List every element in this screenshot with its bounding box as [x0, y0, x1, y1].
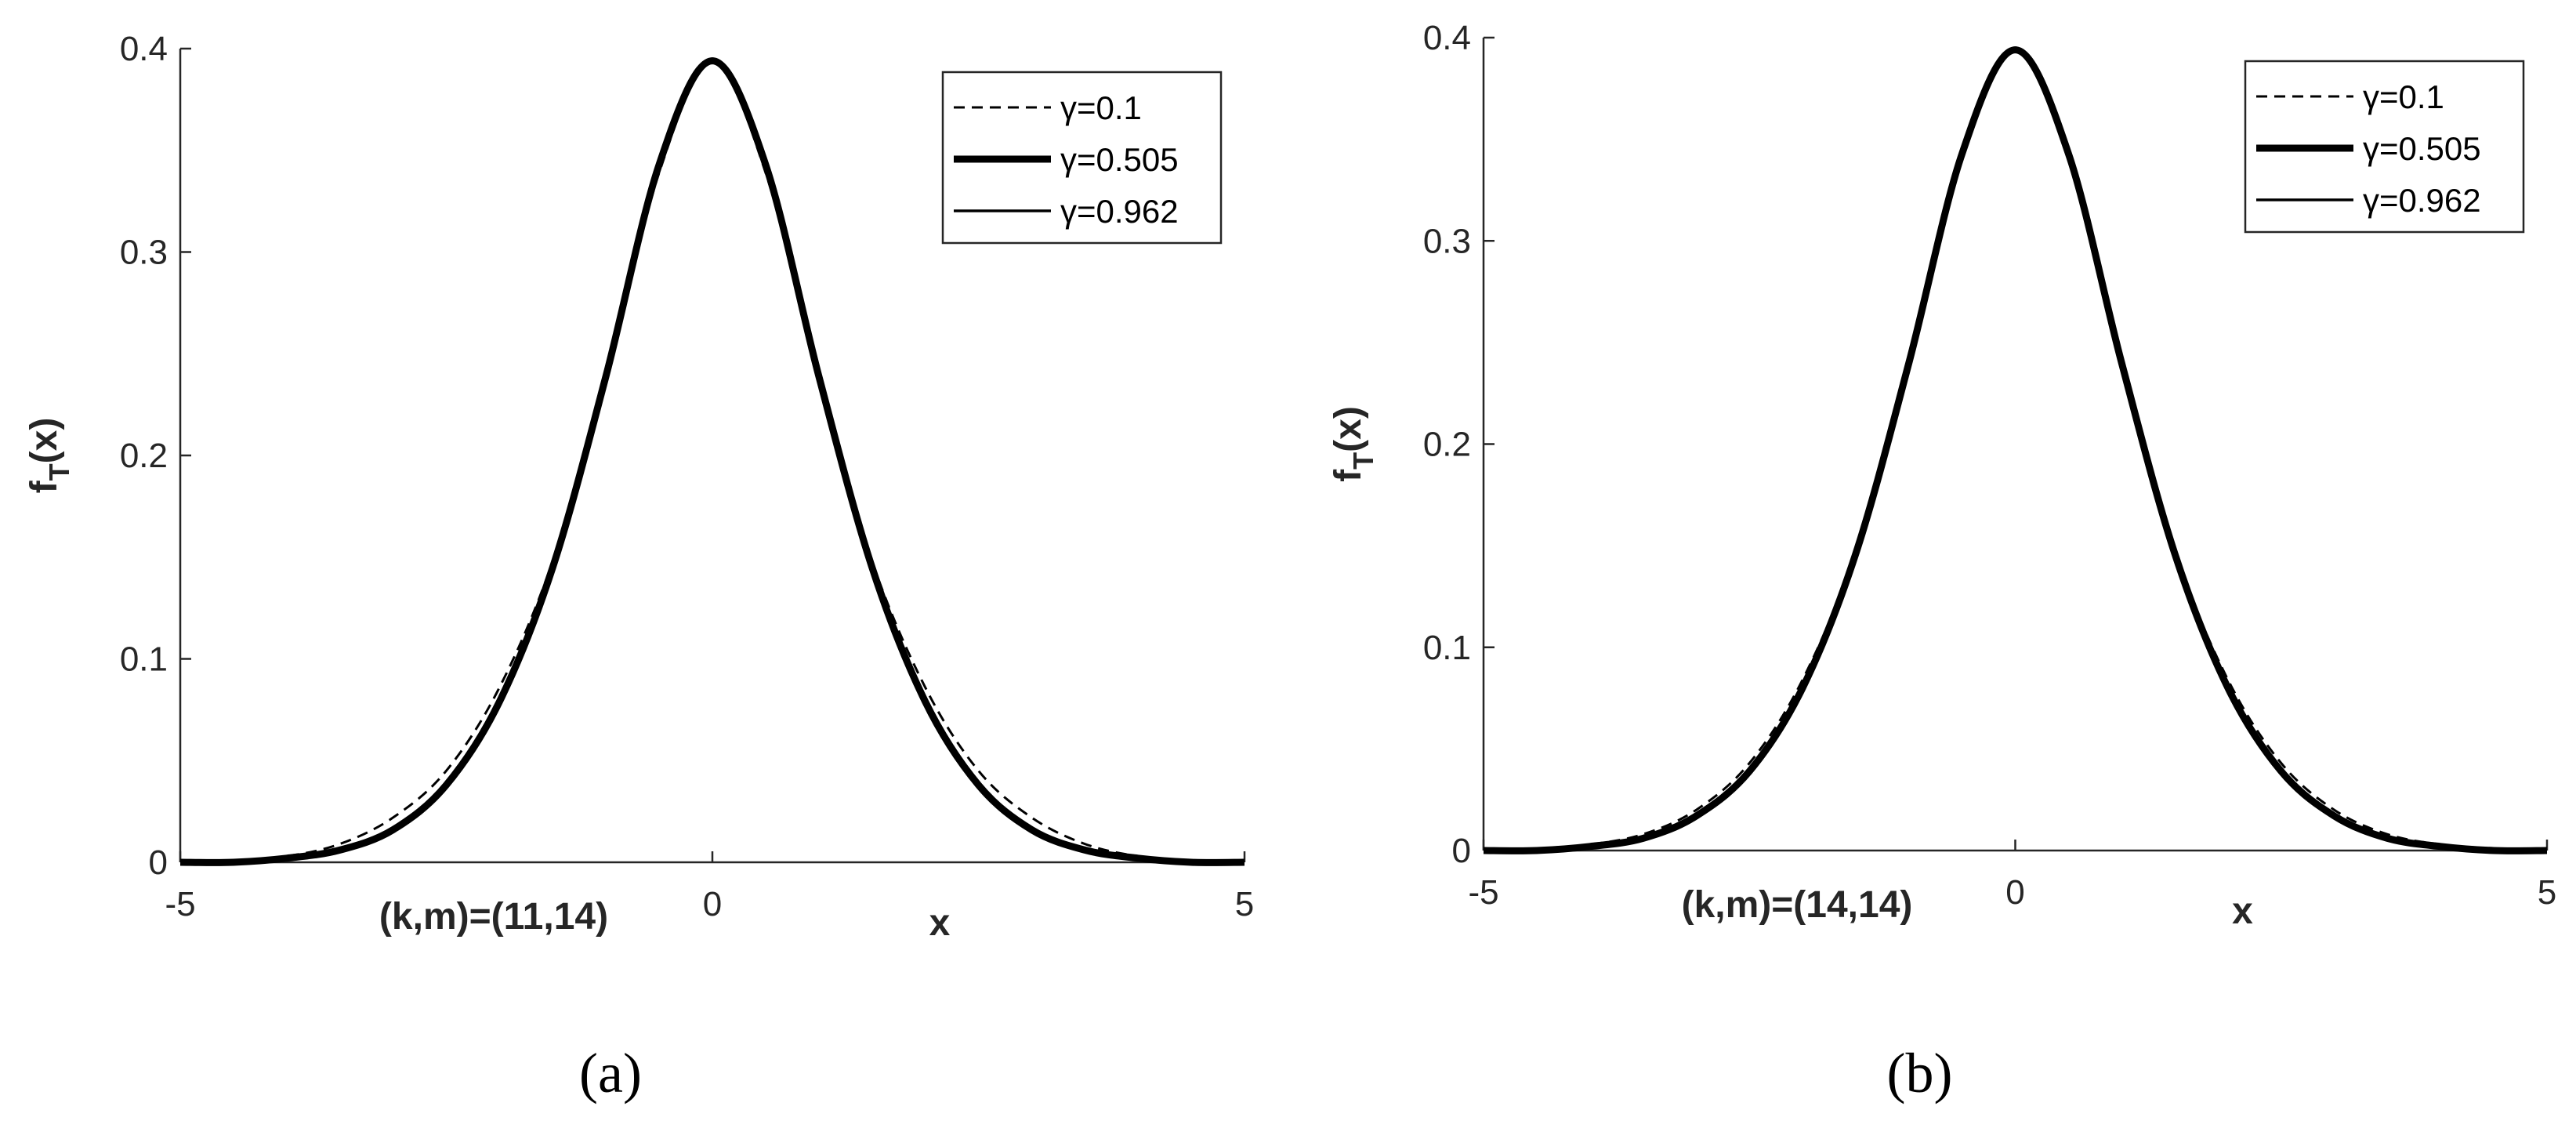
chart-panel-1: 00.10.20.30.4-5 0 5fT(x)x(k,m)=(11,14)γ=0.…: [24, 30, 1254, 1105]
panel-label: (b): [1887, 1042, 1953, 1105]
km-annotation: (k,m)=(14,14): [1682, 884, 1913, 926]
legend-label-3: γ=0.962: [2363, 182, 2481, 219]
panel-label: (a): [579, 1042, 642, 1105]
legend-label-2: γ=0.505: [2363, 130, 2481, 167]
x-axis-label: x: [929, 902, 951, 944]
series-line-2: [179, 57, 1245, 866]
y-tick-label: 0.3: [1423, 222, 1471, 260]
legend: γ=0.1 γ=0.505 γ=0.962: [941, 71, 1223, 245]
y-axis-label-subscript: T: [1347, 452, 1379, 470]
legend-label-2: γ=0.505: [1060, 141, 1179, 178]
y-axis-label-tail: (x): [1328, 406, 1369, 452]
series-line-3: [1483, 46, 2548, 853]
series-line-1: [1483, 50, 2548, 852]
y-axis-label-main: f: [24, 480, 65, 493]
legend-label-3: γ=0.962: [1060, 193, 1179, 230]
y-tick-label: 0: [1452, 832, 1471, 870]
x-tick-label: 5: [1235, 885, 1254, 923]
km-annotation: (k,m)=(11,14): [379, 896, 608, 938]
y-tick-label: 0.3: [120, 234, 168, 272]
series-line-3: [179, 57, 1245, 865]
x-tick-label: -5: [1468, 873, 1498, 912]
y-tick-label: 0.4: [1423, 19, 1471, 57]
y-axis-label-subscript: T: [43, 463, 75, 481]
legend: γ=0.1 γ=0.505 γ=0.962: [2244, 60, 2525, 234]
y-tick-label: 0: [149, 843, 168, 882]
y-axis-label-main: f: [1328, 469, 1369, 482]
y-axis-label: fT(x): [24, 418, 75, 494]
x-tick-label: 0: [703, 885, 722, 923]
y-tick-label: 0.1: [1423, 629, 1471, 667]
chart-panel-2: 00.10.20.30.4-5 0 5fT(x)x(k,m)=(14,14)γ=0.…: [1328, 19, 2556, 1105]
y-axis-label-tail: (x): [24, 418, 65, 464]
y-tick-label: 0.4: [120, 30, 168, 68]
x-tick-label: 5: [2538, 873, 2556, 912]
x-tick-label: -5: [165, 885, 195, 923]
y-tick-label: 0.2: [120, 437, 168, 475]
x-tick-label: 0: [2005, 873, 2024, 912]
y-axis-label: fT(x): [1328, 406, 1379, 482]
legend-label-1: γ=0.1: [1060, 89, 1142, 126]
y-tick-label: 0.2: [1423, 426, 1471, 464]
y-tick-label: 0.1: [120, 640, 168, 679]
x-axis-label: x: [2232, 891, 2253, 932]
legend-label-1: γ=0.1: [2363, 78, 2444, 115]
